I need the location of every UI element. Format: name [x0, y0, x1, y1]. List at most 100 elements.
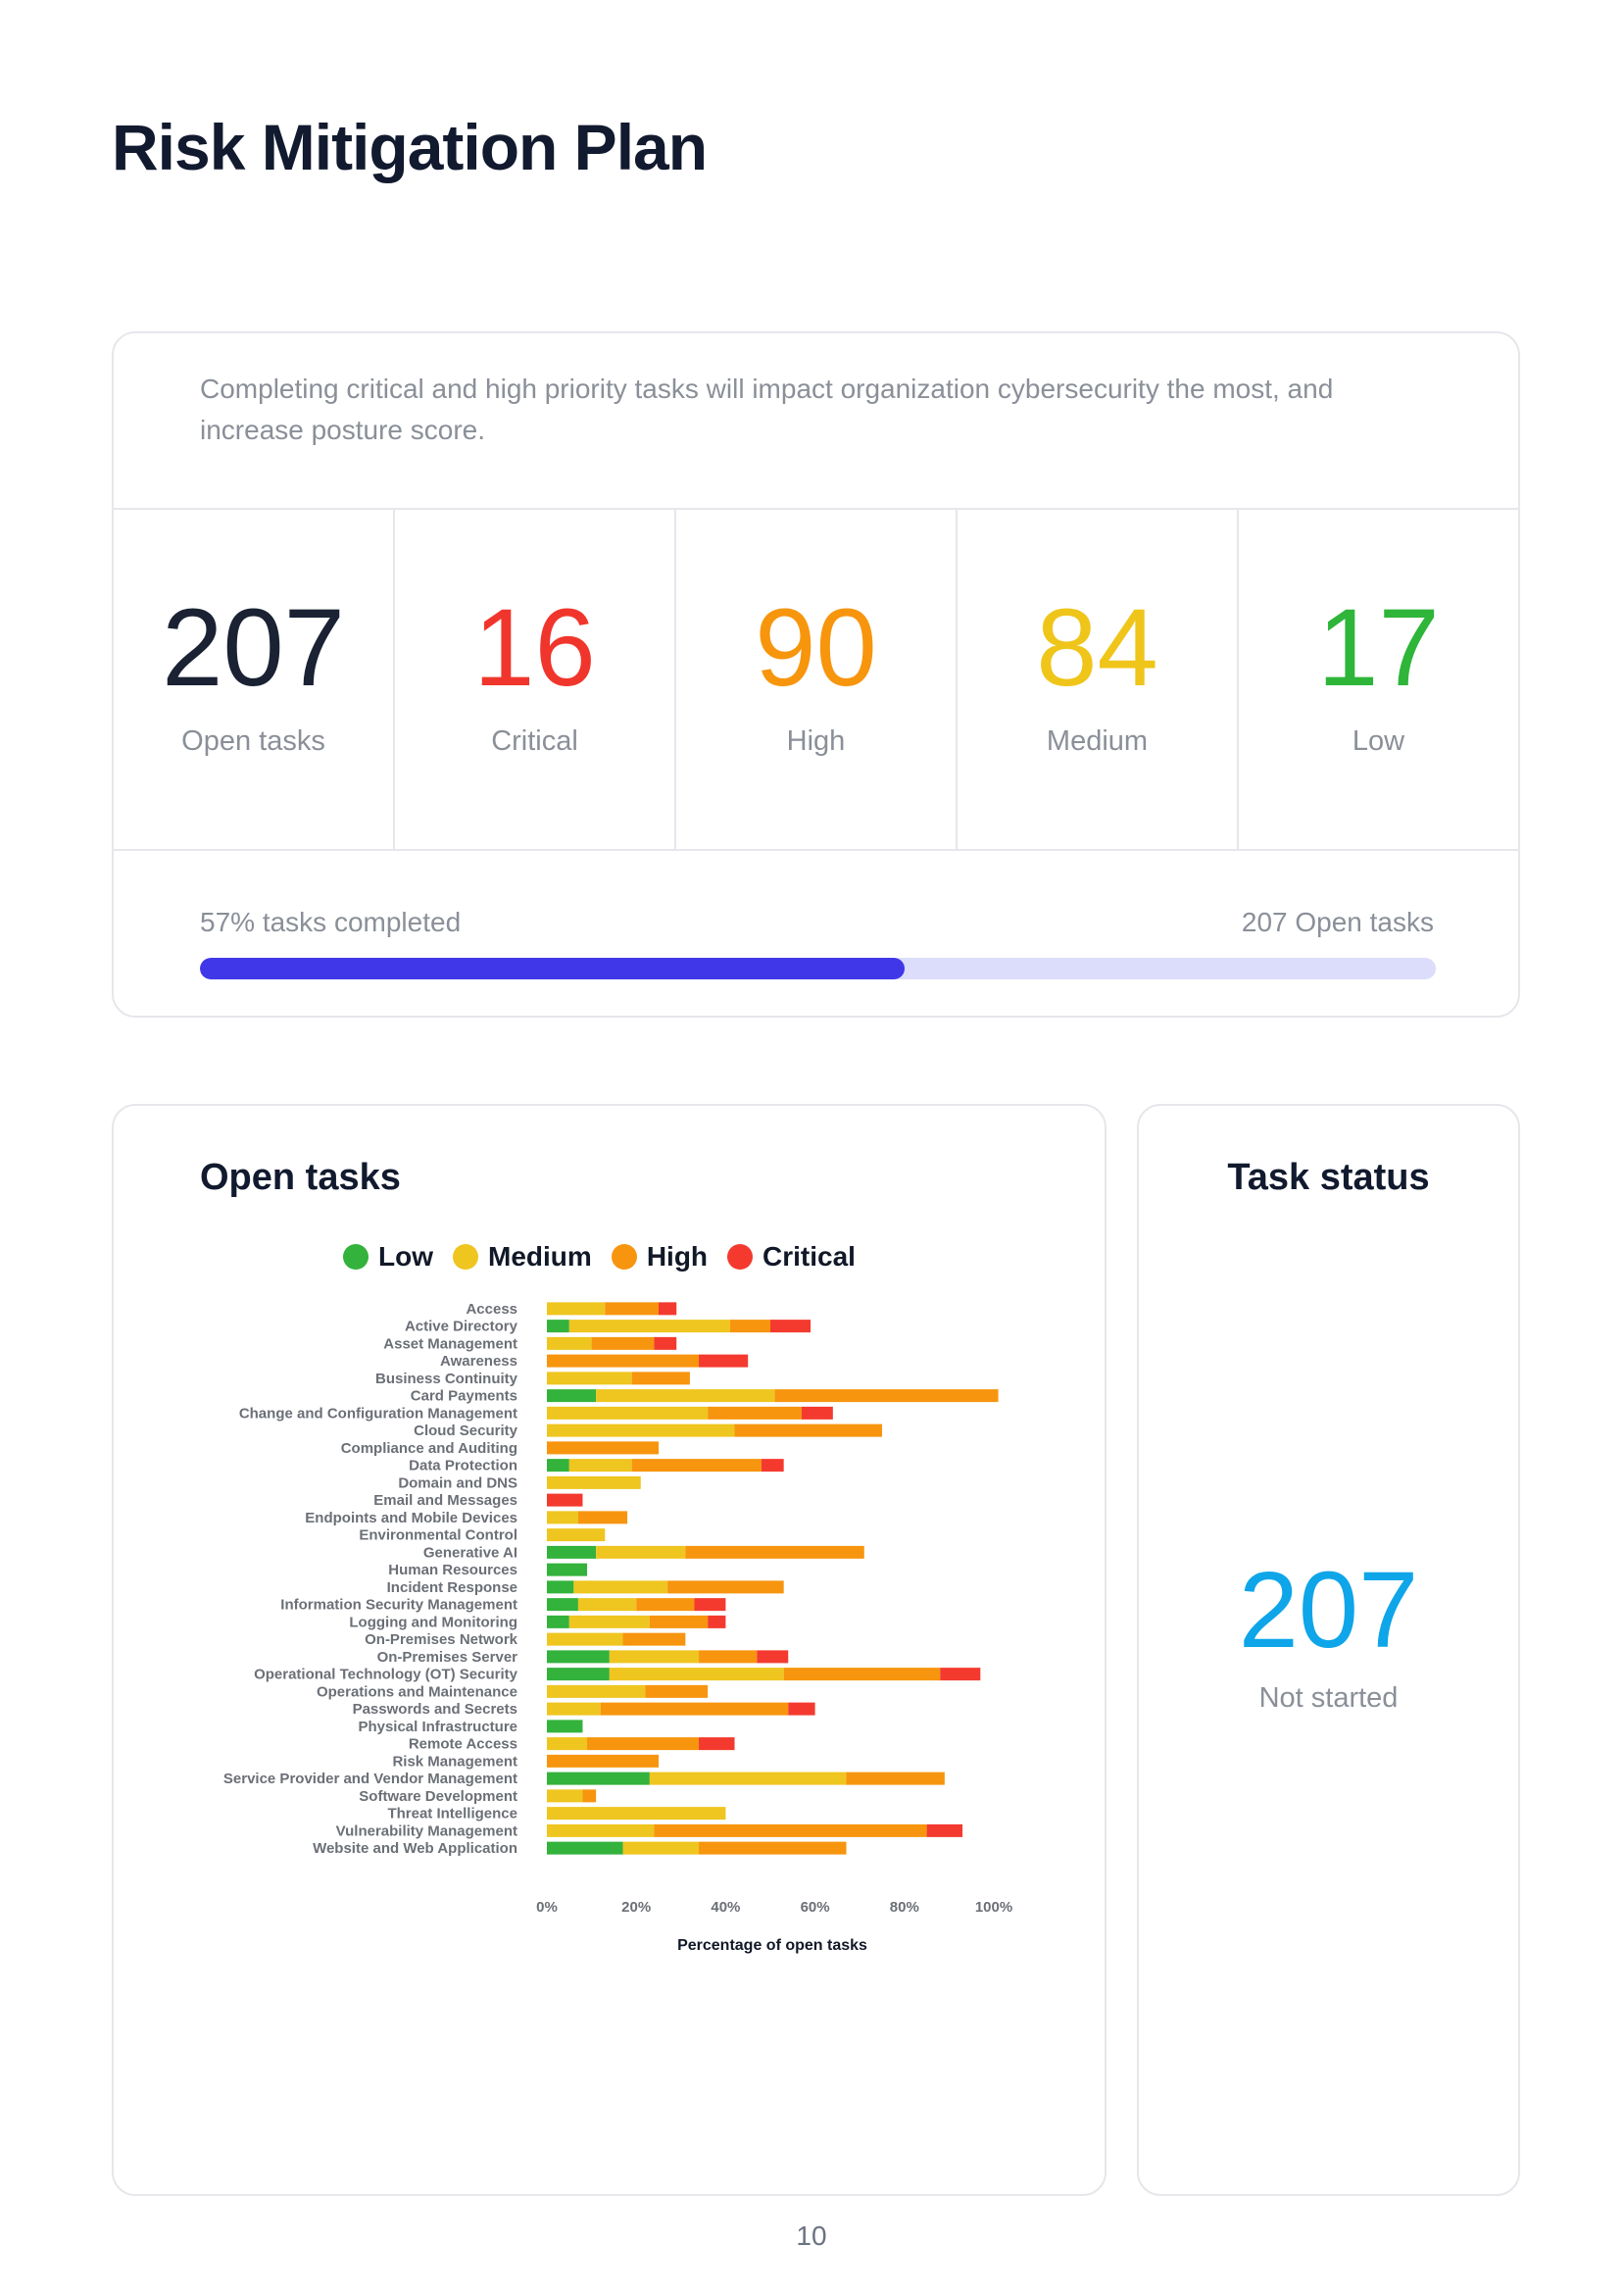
x-tick-label: 60%	[801, 1899, 830, 1916]
bar-segment-high	[708, 1406, 802, 1420]
bar-segment-critical	[757, 1650, 789, 1664]
bar-segment-high	[547, 1754, 659, 1768]
bar-segment-high	[846, 1772, 945, 1785]
page-number: 10	[796, 2221, 827, 2251]
task-status-value: 207	[1238, 1550, 1419, 1671]
bar-segment-medium	[596, 1545, 686, 1559]
bar-segment-critical	[940, 1668, 981, 1681]
bar-segment-high	[591, 1336, 655, 1350]
category-label: Threat Intelligence	[387, 1806, 517, 1822]
category-label: Operations and Maintenance	[317, 1683, 517, 1700]
legend-dot-low	[343, 1244, 369, 1270]
stat-value: 90	[755, 586, 877, 709]
stat-high: 90 High	[676, 510, 958, 849]
legend-dot-critical	[727, 1244, 754, 1270]
bar-segment-medium	[547, 1684, 646, 1698]
bar-segment-high	[577, 1511, 628, 1524]
open-tasks-title: Open tasks	[200, 1157, 401, 1198]
bar-segment-low	[547, 1615, 569, 1628]
bar-segment-critical	[659, 1302, 677, 1316]
bar-segment-low	[547, 1459, 569, 1472]
task-status-label: Not started	[1258, 1682, 1399, 1714]
category-label: Remote Access	[409, 1736, 517, 1753]
bar-segment-medium	[568, 1320, 730, 1333]
category-label: Business Continuity	[375, 1371, 518, 1387]
bar-segment-medium	[622, 1841, 700, 1855]
stat-value: 17	[1317, 586, 1440, 709]
bar-segment-high	[605, 1302, 659, 1316]
bar-segment-low	[547, 1320, 569, 1333]
bar-segment-medium	[547, 1511, 578, 1524]
category-label: Data Protection	[409, 1458, 517, 1474]
bar-segment-medium	[547, 1702, 601, 1716]
bar-segment-critical	[801, 1406, 833, 1420]
chart-legend: Low Medium High Critical	[114, 1241, 1105, 1273]
category-label: Generative AI	[423, 1544, 517, 1561]
bar-segment-high	[547, 1354, 700, 1368]
bar-segment-high	[685, 1545, 864, 1559]
legend-label: High	[646, 1241, 709, 1272]
category-label: Risk Management	[392, 1753, 517, 1770]
bar-segment-medium	[547, 1423, 735, 1437]
category-label: Email and Messages	[373, 1492, 517, 1509]
task-status-card: Task status 207 Not started	[1137, 1104, 1520, 2196]
bar-segment-medium	[609, 1650, 700, 1664]
bar-segment-medium	[609, 1668, 784, 1681]
bar-segment-critical	[788, 1702, 815, 1716]
bar-segment-high	[774, 1389, 999, 1403]
bar-segment-low	[547, 1772, 650, 1785]
bar-segment-medium	[547, 1372, 632, 1385]
category-label: Asset Management	[383, 1335, 517, 1352]
bar-segment-medium	[547, 1528, 606, 1542]
bar-segment-medium	[547, 1737, 588, 1751]
category-label: Logging and Monitoring	[349, 1614, 517, 1630]
legend-label: Critical	[762, 1241, 856, 1272]
stat-value: 16	[473, 586, 596, 709]
bar-segment-high	[654, 1823, 927, 1837]
page-title: Risk Mitigation Plan	[112, 111, 708, 183]
stat-label: High	[786, 725, 846, 757]
summary-card: Completing critical and high priority ta…	[112, 331, 1520, 1018]
bar-segment-critical	[770, 1320, 812, 1333]
bar-segment-high	[622, 1632, 686, 1646]
legend-item-low: Low	[343, 1241, 433, 1273]
stat-label: Critical	[491, 725, 578, 757]
bar-segment-high	[729, 1320, 770, 1333]
bar-segment-critical	[926, 1823, 963, 1837]
category-label: Incident Response	[387, 1579, 517, 1596]
bar-segment-medium	[547, 1823, 655, 1837]
bar-segment-low	[547, 1841, 623, 1855]
bar-segment-medium	[547, 1336, 592, 1350]
category-label: Domain and DNS	[398, 1474, 517, 1491]
bar-segment-medium	[577, 1598, 637, 1612]
category-label: Passwords and Secrets	[353, 1701, 517, 1718]
x-tick-label: 80%	[890, 1899, 919, 1916]
bar-segment-high	[587, 1737, 700, 1751]
category-label: Change and Configuration Management	[239, 1405, 517, 1422]
category-label: On-Premises Server	[377, 1649, 518, 1666]
bar-segment-critical	[708, 1615, 726, 1628]
bar-segment-critical	[699, 1737, 735, 1751]
bar-segment-medium	[547, 1807, 726, 1821]
bar-segment-high	[547, 1441, 659, 1455]
x-tick-label: 0%	[536, 1899, 558, 1916]
bar-segment-critical	[761, 1459, 784, 1472]
x-tick-label: 20%	[621, 1899, 651, 1916]
bar-segment-medium	[547, 1789, 583, 1803]
bar-segment-critical	[654, 1336, 677, 1350]
x-tick-label: 100%	[975, 1899, 1012, 1916]
category-label: Software Development	[359, 1788, 517, 1805]
progress-bar	[200, 958, 1436, 979]
x-axis-label: Percentage of open tasks	[677, 1937, 867, 1954]
category-label: Information Security Management	[280, 1597, 517, 1614]
category-label: Active Directory	[405, 1319, 518, 1335]
summary-description: Completing critical and high priority ta…	[200, 374, 1334, 445]
category-label: Endpoints and Mobile Devices	[305, 1510, 517, 1526]
bar-segment-high	[582, 1789, 597, 1803]
bar-segment-high	[667, 1580, 784, 1594]
category-label: Compliance and Auditing	[341, 1440, 517, 1457]
category-label: Service Provider and Vendor Management	[223, 1771, 517, 1787]
bar-segment-high	[734, 1423, 882, 1437]
stat-value: 84	[1036, 586, 1158, 709]
bar-segment-high	[600, 1702, 789, 1716]
